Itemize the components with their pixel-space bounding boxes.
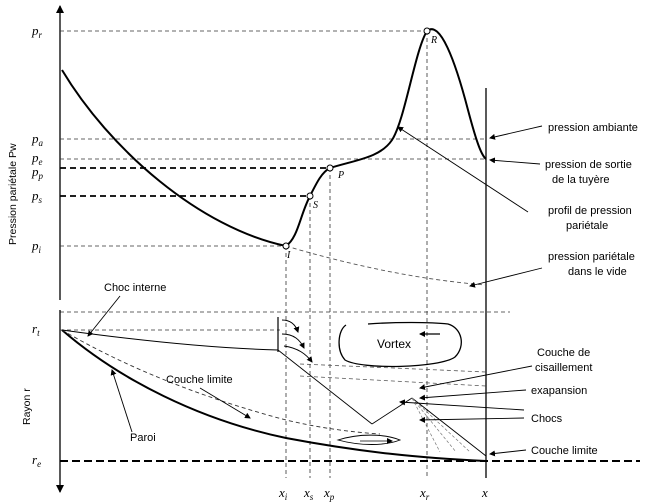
chocs-arrow-1 [399,399,525,411]
tick-pi: pi [31,238,42,255]
tick-pa: pa [31,131,44,148]
shock-line-2 [371,397,413,425]
shock-line-1 [277,349,373,425]
recirculation-loop [336,434,402,445]
couche-limite-right-arrow [489,449,527,457]
nozzle-wall-curve [61,329,487,462]
point-r-label: R [430,35,437,46]
profil-pression-arrow [397,126,529,213]
tick-xp: xp [323,485,335,502]
vortex-loop [338,321,462,368]
tick-ps: ps [31,188,43,205]
shear-layer-line-1 [299,363,487,373]
profil-pression-label-1: profil de pression [548,205,632,217]
internal-shock-curve [61,329,279,351]
pression-sortie-arrow [489,157,541,165]
couche-cisaillement-label-1: Couche de [537,347,590,359]
expansion-fan-3 [411,397,441,453]
flow-arrow-3 [283,345,313,363]
x-axis-label: x [481,485,488,500]
couche-cisaillement-label-2: cisaillement [535,362,592,374]
chocs-arrow-2 [419,416,525,423]
tick-pe: pe [31,150,43,167]
expansion-fan-2 [411,397,457,453]
boundary-layer-curve [61,329,381,435]
point-p-label: P [337,170,344,181]
expansion-fan-1 [411,397,471,453]
shock-line-3 [411,397,487,457]
choc-interne-arrow [87,295,121,337]
pression-sortie-label-2: de la tuyère [552,174,609,186]
shear-layer-line-2 [299,375,487,387]
flow-arrow-2 [281,333,305,349]
tick-xi: xi [278,485,288,502]
pression-vide-label-2: dans le vide [568,266,627,278]
profil-pression-label-2: pariétale [566,220,608,232]
wall-pressure-profile-curve [61,28,487,248]
lower-flow-plot: Vortex rt re Rayon r Choc interne Couche… [21,282,640,493]
vortex-label: Vortex [377,337,411,351]
tick-re: re [32,452,41,469]
tick-pp: pp [31,164,44,181]
tick-xs: xs [303,485,314,502]
upper-y-axis-label: Pression pariétale Pw [7,143,19,245]
point-i-marker [282,242,290,250]
tick-rt: rt [32,321,40,338]
flow-arrow-1 [281,319,300,333]
point-i-label: I [286,250,291,261]
paroi-label: Paroi [130,432,156,444]
expansion-arrow [419,389,527,401]
chocs-label: Chocs [531,413,563,425]
lower-y-axis-label: Rayon r [21,388,33,425]
tick-xr: xr [419,485,430,502]
point-s-marker [306,192,314,200]
cisaillement-arrow [419,365,533,390]
pression-vide-label-1: pression pariétale [548,251,635,263]
point-r-marker [423,27,431,35]
couche-limite-right-label: Couche limite [531,445,598,457]
couche-limite-inner-arrow [199,387,251,419]
tick-pr: pr [31,23,43,40]
expansion-label: exapansion [531,385,587,397]
pression-ambiante-label: pression ambiante [548,122,638,134]
couche-limite-inner-label: Couche limite [166,374,233,386]
pression-ambiante-arrow [489,125,543,140]
vacuum-pressure-curve [285,245,487,286]
choc-interne-label: Choc interne [104,282,166,294]
point-p-marker [326,164,334,172]
point-s-label: S [313,200,318,211]
paroi-arrow [110,369,133,433]
upper-pressure-plot: R P S I pr pa pe pp ps pi Pression parié… [7,5,638,478]
pression-vide-arrow [469,267,543,288]
pression-sortie-label-1: pression de sortie [545,159,632,171]
